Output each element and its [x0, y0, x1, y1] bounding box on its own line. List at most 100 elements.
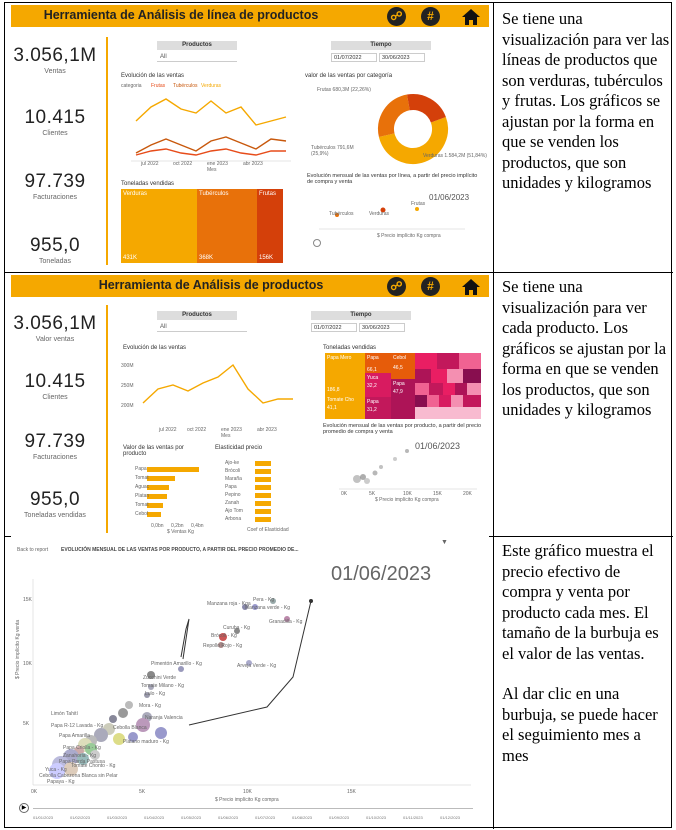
- treemap: [325, 353, 481, 419]
- time-tick: 01/01/2023: [33, 815, 54, 820]
- label-limon-tahiti: Limón Tahití: [51, 711, 78, 717]
- time-tick: 01/03/2023: [107, 815, 128, 820]
- bar-x-tick-3: 0,4bn: [191, 523, 204, 529]
- chart-title: EVOLUCIÓN MENSUAL DE LAS VENTAS POR PROD…: [61, 547, 299, 553]
- tree-value-7: 31,2: [367, 407, 377, 413]
- bubble-x-tick-4: 15K: [433, 491, 442, 497]
- bag-icon[interactable]: ☍: [387, 7, 406, 26]
- bubble-chart: [319, 207, 465, 230]
- description-row-3: Este gráfico muestra el precio efectivo …: [502, 541, 670, 786]
- bubble-chart: [339, 449, 477, 490]
- bag-icon[interactable]: ☍: [387, 277, 406, 296]
- label-naranja-valencia: Naranja Valencia: [145, 715, 183, 721]
- date-from-input[interactable]: 01/07/2022: [331, 53, 377, 62]
- label-curuba: Curuba - Kg: [223, 625, 250, 631]
- dashboard-title: Herramienta de Análisis de línea de prod…: [43, 8, 319, 22]
- x-tick-2: oct 2022: [187, 427, 207, 433]
- hash-icon[interactable]: #: [421, 277, 440, 296]
- label-papa-r12: Papa R-12 Lavada - Kg: [51, 723, 104, 729]
- series-tuberculos: [135, 136, 287, 154]
- products-dropdown[interactable]: All: [157, 323, 247, 332]
- date-from-input[interactable]: 01/07/2022: [311, 323, 357, 332]
- bar-chart: [147, 467, 199, 517]
- time-tick: 01/07/2023: [255, 815, 276, 820]
- time-tick: 01/05/2023: [181, 815, 202, 820]
- label-mora: Mora - Kg: [139, 703, 161, 709]
- tons-block-frutas[interactable]: Frutas 156K: [257, 189, 283, 263]
- dashboard-title: Herramienta de Análisis de productos: [98, 278, 324, 292]
- elast-label-2: Brócoli: [225, 468, 241, 474]
- time-tick: 01/08/2023: [292, 815, 313, 820]
- x-tick-3: ene 2023: [207, 161, 228, 167]
- line-chart-title: Evolución de las ventas: [121, 73, 185, 79]
- dashboard-products: Herramienta de Análisis de productos ☍ #…: [11, 275, 489, 537]
- date-to-input[interactable]: 30/06/2023: [359, 323, 405, 332]
- elast-label-8: Arbona: [225, 516, 242, 522]
- x-tick-4: abr 2023: [243, 161, 263, 167]
- tree-label-7: Papa: [367, 399, 379, 405]
- y-axis-label: $ Precio implícito Kg venta: [15, 619, 21, 679]
- x-axis-label: Mes: [207, 167, 217, 173]
- elast-label-6: Zanah: [225, 500, 240, 506]
- kpi-sales: 3.056,1M Ventas: [13, 45, 97, 75]
- time-slicer-label: Tiempo: [311, 311, 411, 320]
- time-tick: 01/06/2023: [218, 815, 239, 820]
- line-chart-title: Evolución de las ventas: [123, 345, 187, 351]
- bar-label-5: Tomat: [135, 502, 149, 508]
- bubble-date: 01/06/2023: [415, 441, 461, 451]
- x-tick-10k: 10K: [243, 789, 252, 795]
- x-tick-1: jul 2022: [141, 161, 159, 167]
- donut-label-verduras: Verduras 1.584,2M (51,84%): [423, 153, 487, 159]
- elasticity-title: Elasticidad precio: [215, 445, 263, 451]
- elast-label-5: Pepino: [225, 492, 241, 498]
- bubble-title: Evolución mensual de las ventas por prod…: [323, 423, 482, 435]
- tons-block-verduras[interactable]: Verduras 431K: [121, 189, 197, 263]
- elast-label-3: Maraña: [225, 476, 242, 482]
- table-row-1: [5, 3, 673, 273]
- bubble-x-tick-2: 5K: [369, 491, 376, 497]
- tree-value-4: 41,1: [327, 405, 337, 411]
- label-pera: Pera - Kg: [253, 597, 275, 603]
- bar-label-1: Papa: [135, 466, 147, 472]
- time-slider-track[interactable]: [33, 808, 473, 809]
- home-icon[interactable]: [461, 278, 481, 296]
- label-granadilla: Granadilla - Kg: [269, 619, 303, 625]
- products-dropdown[interactable]: All: [157, 53, 237, 62]
- bar-x-label: $ Ventas Kg: [167, 529, 194, 535]
- elast-label-1: Ajo-ke: [225, 460, 240, 466]
- elast-label-4: Papa: [225, 484, 237, 490]
- donut-chart: [378, 94, 448, 164]
- column-divider: [493, 3, 494, 829]
- back-to-report-link[interactable]: Back to report: [17, 547, 49, 553]
- hash-icon[interactable]: #: [421, 7, 440, 26]
- time-ticks: 01/01/2023 01/02/2023 01/03/2023 01/04/2023…: [33, 815, 473, 823]
- tons-title: Toneladas vendidas: [323, 345, 377, 351]
- legend-verduras: Verduras: [201, 83, 222, 89]
- kpi-tons: 955,0 Toneladas: [29, 235, 81, 265]
- play-button[interactable]: [313, 239, 321, 247]
- label-arveja-verde: Arveja Verde - Kg: [237, 663, 277, 669]
- date-to-input[interactable]: 30/06/2023: [379, 53, 425, 62]
- x-axis-label: $ Precio implícito Kg compra: [215, 797, 279, 803]
- filter-icon[interactable]: ▼: [441, 539, 448, 546]
- bubble-x-tick-5: 20K: [463, 491, 472, 497]
- donut-title: valor de las ventas por categoría: [305, 73, 393, 79]
- line-chart: [142, 363, 293, 404]
- label-cebolla-blanca: Cebolla Blanca: [113, 725, 147, 731]
- elast-x-label: Coef of Elasticidad: [247, 527, 289, 533]
- tree-label-6: Papa: [393, 381, 405, 387]
- animation-date: 01/06/2023: [331, 563, 432, 585]
- series-sales: [142, 363, 293, 404]
- tons-title: Toneladas vendidas: [121, 181, 175, 187]
- kpi-separator: [106, 37, 108, 265]
- y-tick-250: 250M: [121, 383, 134, 389]
- bar-label-6: Cebol: [135, 511, 149, 517]
- label-papa-amarilla: Papa Amarilla: [59, 733, 90, 739]
- elast-label-7: Ajo Tom: [225, 508, 243, 514]
- label-papa-criolla: Papa Criolla - Kg: [63, 745, 101, 751]
- tons-block-tuberculos[interactable]: Tubérculos 368K: [197, 189, 257, 263]
- label-lulo: Lulo - Kg: [145, 691, 166, 697]
- play-button[interactable]: ▶: [19, 803, 29, 813]
- home-icon[interactable]: [461, 8, 481, 26]
- elasticity-chart: [255, 461, 271, 522]
